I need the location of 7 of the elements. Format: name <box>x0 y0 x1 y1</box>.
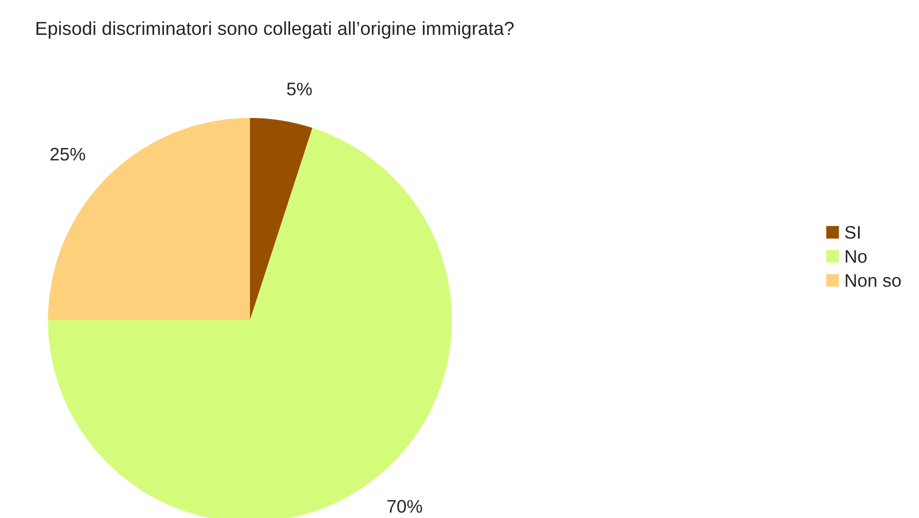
legend-label: SI <box>845 226 860 239</box>
legend-label: No <box>846 250 867 263</box>
data-label: 5% <box>287 82 312 96</box>
data-label: 70% <box>387 500 422 513</box>
legend-label: Non so <box>846 274 901 287</box>
chart-title: Episodi discriminatori sono collegati all’origine immigrata? <box>36 21 514 39</box>
data-label: 25% <box>50 148 86 161</box>
